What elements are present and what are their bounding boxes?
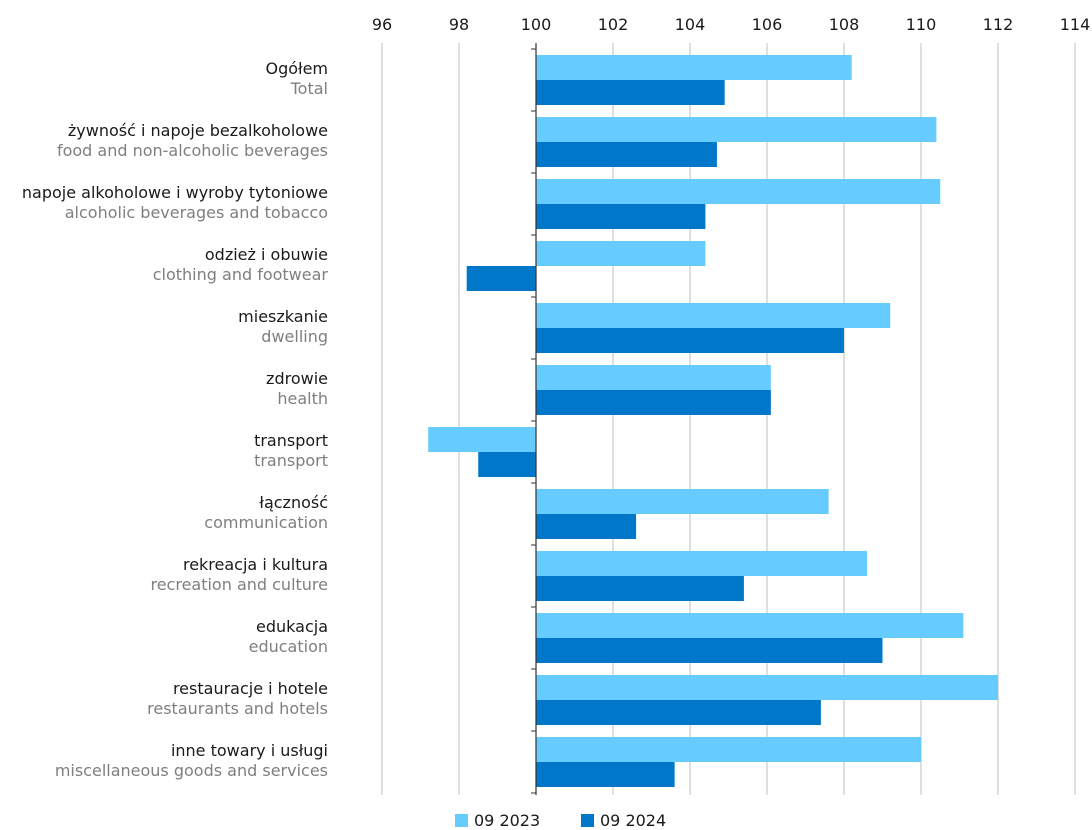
bars	[428, 55, 998, 787]
bar-series2	[536, 576, 744, 601]
bar-series2	[536, 204, 706, 229]
category-label-pl: odzież i obuwie	[205, 245, 328, 264]
bar-series1	[536, 117, 937, 142]
category-axis	[531, 43, 537, 795]
bar-series2	[536, 762, 675, 787]
legend-label: 09 2024	[600, 811, 666, 830]
x-tick-label: 102	[598, 15, 629, 34]
x-tick-label: 110	[906, 15, 937, 34]
x-tick-label: 96	[372, 15, 392, 34]
category-label-pl: mieszkanie	[238, 307, 328, 326]
bar-series2	[536, 80, 725, 105]
gridlines	[381, 43, 1076, 795]
category-label-pl: żywność i napoje bezalkoholowe	[68, 121, 328, 140]
bar-series1	[536, 179, 941, 204]
category-label-pl: zdrowie	[266, 369, 328, 388]
category-label-en: miscellaneous goods and services	[55, 761, 328, 780]
bar-series2	[536, 142, 717, 167]
category-label-pl: edukacja	[256, 617, 328, 636]
bar-series1	[536, 241, 706, 266]
category-label-en: communication	[204, 513, 328, 532]
legend-label: 09 2023	[474, 811, 540, 830]
category-label-pl: napoje alkoholowe i wyroby tytoniowe	[22, 183, 328, 202]
legend: 09 2023 09 2024	[455, 811, 666, 830]
x-tick-label: 98	[449, 15, 469, 34]
x-axis-ticks: 96 98 100 102 104 106 108 110 112 114	[372, 15, 1090, 34]
bar-series1	[536, 489, 829, 514]
category-label-en: education	[249, 637, 328, 656]
bar-series2	[536, 328, 844, 353]
bar-series1	[536, 551, 868, 576]
bar-series2	[466, 266, 536, 291]
category-label-en: clothing and footwear	[153, 265, 329, 284]
category-label-en: health	[277, 389, 328, 408]
bar-series1	[536, 675, 998, 700]
category-label-en: recreation and culture	[150, 575, 328, 594]
category-label-pl: inne towary i usługi	[171, 741, 328, 760]
bar-series2	[536, 390, 771, 415]
legend-swatch	[455, 814, 468, 827]
bar-series1	[536, 303, 891, 328]
bar-series1	[428, 427, 536, 452]
x-tick-label: 106	[752, 15, 783, 34]
category-label-pl: transport	[254, 431, 328, 450]
bar-series2	[536, 638, 883, 663]
bar-series1	[536, 613, 964, 638]
category-label-en: food and non-alcoholic beverages	[57, 141, 328, 160]
category-label-en: alcoholic beverages and tobacco	[65, 203, 328, 222]
bar-series1	[536, 365, 771, 390]
x-tick-label: 114	[1060, 15, 1091, 34]
category-label-pl: łączność	[259, 493, 328, 512]
x-tick-label: 100	[521, 15, 552, 34]
category-label-pl: restauracje i hotele	[173, 679, 328, 698]
bar-series2	[536, 514, 637, 539]
bar-series2	[478, 452, 536, 477]
category-label-pl: rekreacja i kultura	[183, 555, 328, 574]
bar-series2	[536, 700, 821, 725]
category-label-en: transport	[254, 451, 328, 470]
category-label-pl: Ogółem	[265, 59, 328, 78]
legend-swatch	[581, 814, 594, 827]
bar-series1	[536, 737, 921, 762]
bar-series1	[536, 55, 852, 80]
category-label-en: Total	[290, 79, 328, 98]
x-tick-label: 108	[829, 15, 860, 34]
x-tick-label: 112	[983, 15, 1014, 34]
category-label-en: dwelling	[261, 327, 328, 346]
x-tick-label: 104	[675, 15, 706, 34]
category-label-en: restaurants and hotels	[147, 699, 328, 718]
